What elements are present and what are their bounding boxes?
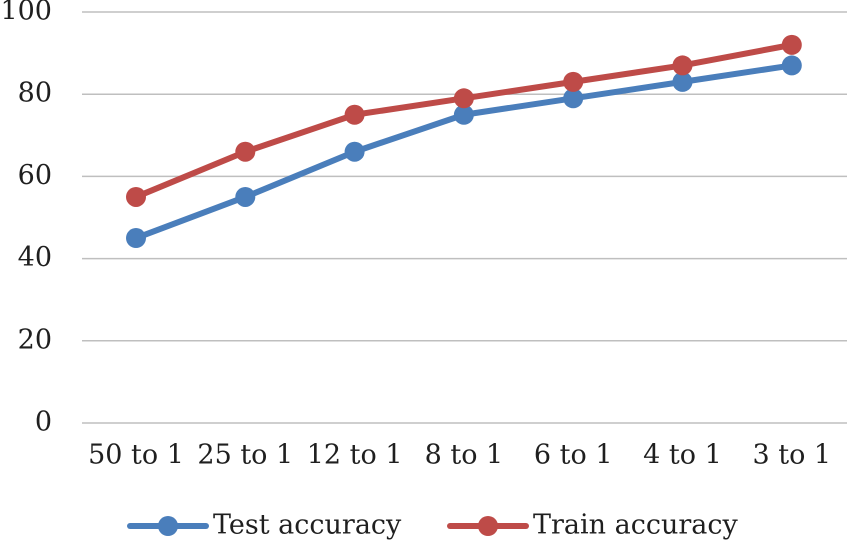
data-point xyxy=(235,186,256,207)
series-train-accuracy xyxy=(126,34,802,207)
data-point xyxy=(126,186,146,207)
y-tick-label: 20 xyxy=(18,324,52,355)
data-point xyxy=(563,88,584,109)
x-tick-label: 50 to 1 xyxy=(88,440,184,471)
data-point xyxy=(672,55,693,76)
legend-swatch-marker xyxy=(478,516,498,536)
data-point xyxy=(563,71,584,92)
legend-label: Train accuracy xyxy=(533,510,738,541)
data-point xyxy=(781,55,802,76)
x-axis-tick-labels: 50 to 1 25 to 1 12 to 1 8 to 1 6 to 1 4 to 1 3… xyxy=(88,440,831,471)
y-tick-label: 100 xyxy=(0,0,52,27)
legend-item-train-accuracy: Train accuracy xyxy=(447,510,738,541)
data-point xyxy=(344,104,365,125)
data-point xyxy=(453,88,474,109)
data-point xyxy=(672,71,693,92)
x-tick-label: 8 to 1 xyxy=(425,440,504,471)
y-axis-tick-labels: 0 20 40 60 80 100 xyxy=(0,0,52,438)
x-tick-label: 6 to 1 xyxy=(534,440,613,471)
legend: Test accuracy Train accuracy xyxy=(127,510,738,541)
legend-swatch-marker xyxy=(158,516,178,536)
data-point xyxy=(126,228,146,249)
series-test-accuracy xyxy=(126,55,802,249)
data-point xyxy=(344,141,365,162)
x-tick-label: 25 to 1 xyxy=(197,440,293,471)
data-point xyxy=(235,141,256,162)
y-tick-label: 40 xyxy=(18,242,52,273)
y-tick-label: 0 xyxy=(35,407,52,438)
y-tick-label: 80 xyxy=(18,78,52,109)
data-series xyxy=(126,34,802,249)
y-tick-label: 60 xyxy=(18,160,52,191)
legend-item-test-accuracy: Test accuracy xyxy=(127,510,402,541)
x-tick-label: 12 to 1 xyxy=(307,440,403,471)
x-tick-label: 3 to 1 xyxy=(752,440,831,471)
x-tick-label: 4 to 1 xyxy=(643,440,722,471)
data-point xyxy=(453,104,474,125)
data-point xyxy=(781,34,802,55)
legend-label: Test accuracy xyxy=(213,510,402,541)
